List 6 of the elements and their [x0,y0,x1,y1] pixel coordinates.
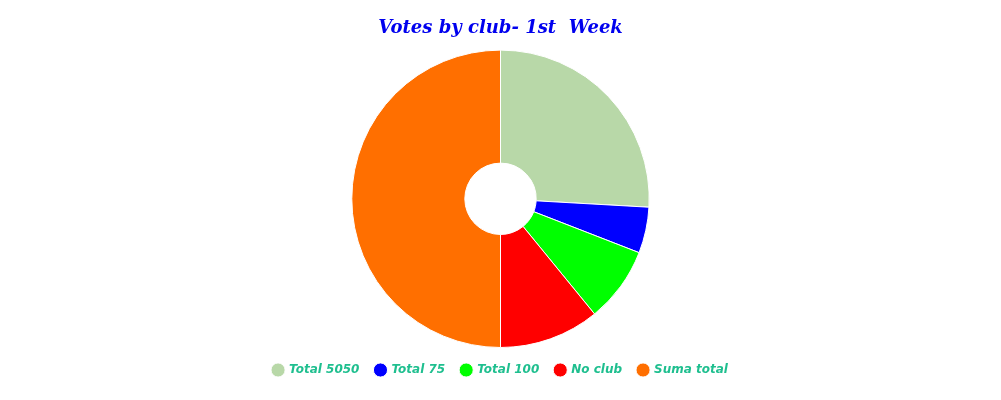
legend-label: Total 75 [391,362,446,377]
legend-label: Total 5050 [289,362,360,377]
legend-label: Suma total [654,362,729,377]
legend-label: No club [571,362,623,377]
chart-title: Votes by club- 1st Week [378,16,623,38]
legend-label: Total 100 [477,362,540,377]
